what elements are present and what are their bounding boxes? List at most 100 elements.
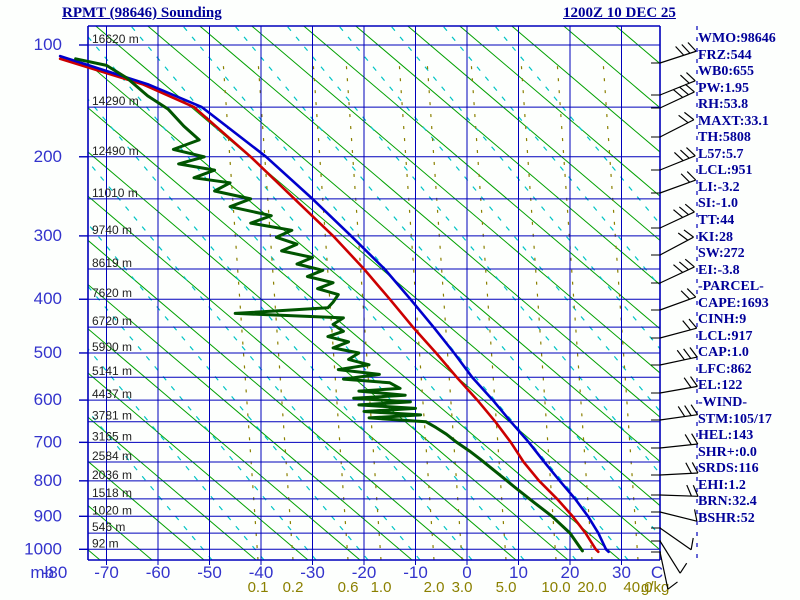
mixing-ratio-label: 1.0 (371, 579, 392, 596)
height-label: 3781 m (92, 409, 132, 423)
dry-adiabat-line (88, 63, 660, 551)
temp-axis-unit: C (651, 563, 663, 582)
height-label: 4437 m (92, 387, 132, 401)
pressure-axis-label: 700 (34, 432, 62, 451)
wind-barb-feather (683, 377, 692, 388)
wind-barb-feather (673, 209, 684, 218)
wind-barb-staff (659, 494, 698, 497)
height-label: 7620 m (92, 286, 132, 300)
wind-barb-staff (659, 80, 696, 96)
wind-barb-feather (682, 320, 691, 331)
temp-axis-label: -30 (300, 563, 325, 582)
temp-axis-label: -20 (352, 563, 377, 582)
wind-barb-feather (675, 46, 685, 56)
wind-barb-staff (659, 91, 695, 109)
mixing-ratio-line (222, 59, 259, 560)
dry-adiabat-line (355, 26, 660, 285)
wind-barb-feather (679, 562, 688, 574)
stat-item: SI:-1.0 (698, 196, 739, 212)
wind-barb-staff (659, 511, 698, 522)
wind-barb-feather (693, 509, 698, 522)
height-label: 1020 m (92, 503, 132, 517)
dry-adiabat-line (88, 328, 361, 560)
mixing-ratio-label: 0.2 (283, 579, 304, 596)
wind-barb-feather (683, 229, 694, 238)
mixing-ratio-line (312, 59, 349, 560)
stat-item: WMO:98646 (698, 31, 776, 46)
datetime-label: 1200Z 10 DEC 25 (563, 5, 676, 21)
height-label: 3165 m (92, 429, 132, 443)
dry-adiabat-line (88, 416, 257, 560)
wind-barb-feather (680, 149, 690, 159)
mixing-ratio-label: 0.6 (338, 579, 359, 596)
mixing-ratio-label: 10.0 (541, 579, 570, 596)
stat-item: L57:5.7 (698, 146, 744, 162)
wind-barb-staff (659, 356, 698, 366)
wind-barb-feather (677, 406, 686, 417)
dry-adiabat-line (88, 195, 517, 560)
mixing-ratio-label: 20.0 (577, 579, 606, 596)
mixing-ratio-label: 2.0 (424, 579, 445, 596)
pressure-axis-label: 600 (34, 390, 62, 409)
wind-barb-feather (667, 581, 678, 590)
stats-panel: WMO:98646 FRZ:544 WB0:655 PW:1.95 RH:53.8 MAX… (698, 31, 798, 527)
stat-item: CAP:1.0 (698, 345, 749, 361)
temp-axis-label: -10 (403, 563, 428, 582)
dry-adiabat-line (88, 284, 413, 560)
wind-barb-feather (673, 264, 684, 273)
dry-adiabat-line (88, 372, 309, 560)
stat-item: SHR+:0.0 (698, 444, 757, 460)
temp-axis-label: -80 (43, 563, 68, 582)
wind-barb-feather (691, 433, 699, 445)
mixing-ratio-label: 40.0 (623, 579, 652, 596)
dry-adiabat-line (147, 26, 660, 462)
stat-item: STM:105/17 (698, 411, 772, 427)
wind-barb-staff (659, 527, 692, 551)
wind-barb-staff (659, 179, 696, 194)
dry-adiabat-line (88, 151, 569, 560)
mixing-ratio-line (520, 59, 557, 560)
stat-item: BSHR:52 (698, 510, 755, 526)
wind-barb-feather (683, 348, 692, 359)
mixing-ratio-label: 5.0 (496, 579, 517, 596)
wind-barb-staff (659, 443, 698, 449)
wind-barb-feather (689, 347, 698, 358)
stats-section-header: -WIND- (698, 395, 747, 411)
height-label: 2584 m (92, 449, 132, 463)
temp-axis-label: 10 (509, 563, 528, 582)
height-label: 92 m (92, 536, 119, 550)
wind-barb-feather (691, 462, 699, 474)
stats-section-header: -PARCEL- (698, 279, 764, 295)
dry-adiabat-line (407, 26, 660, 241)
dry-adiabat-line (88, 107, 621, 560)
stat-item: RH:53.8 (698, 97, 749, 113)
wind-barb-staff (659, 211, 695, 229)
wind-barb-staff (659, 296, 696, 311)
wind-barb-feather (678, 114, 689, 124)
dry-adiabat-line (459, 26, 660, 197)
stat-item: MAXT:33.1 (698, 113, 769, 129)
height-label: 11010 m (92, 186, 138, 200)
page-title: RPMT (98646) Sounding (62, 5, 222, 21)
wind-barb-feather (680, 290, 691, 300)
temp-axis-label: 0 (462, 563, 471, 582)
wind-barb-feather (686, 484, 693, 497)
wind-barb-feather (676, 349, 685, 361)
stat-item: BRN:32.4 (698, 494, 757, 510)
wind-barb-feather (684, 83, 695, 93)
wind-barb-staff (659, 540, 681, 574)
height-label: 12490 m (92, 144, 139, 158)
stat-item: TT:44 (698, 213, 735, 229)
wind-barb-staff (659, 472, 698, 476)
stat-item: EL:122 (698, 378, 743, 394)
wind-barb-staff (659, 236, 694, 256)
wind-barb-feather (686, 288, 697, 298)
temp-axis-label: 20 (561, 563, 580, 582)
temp-axis-label: -50 (197, 563, 222, 582)
wind-barb-feather (678, 86, 689, 96)
temp-axis-label: -40 (249, 563, 274, 582)
height-label: 5141 m (92, 364, 132, 378)
wind-barb-feather (685, 462, 692, 474)
